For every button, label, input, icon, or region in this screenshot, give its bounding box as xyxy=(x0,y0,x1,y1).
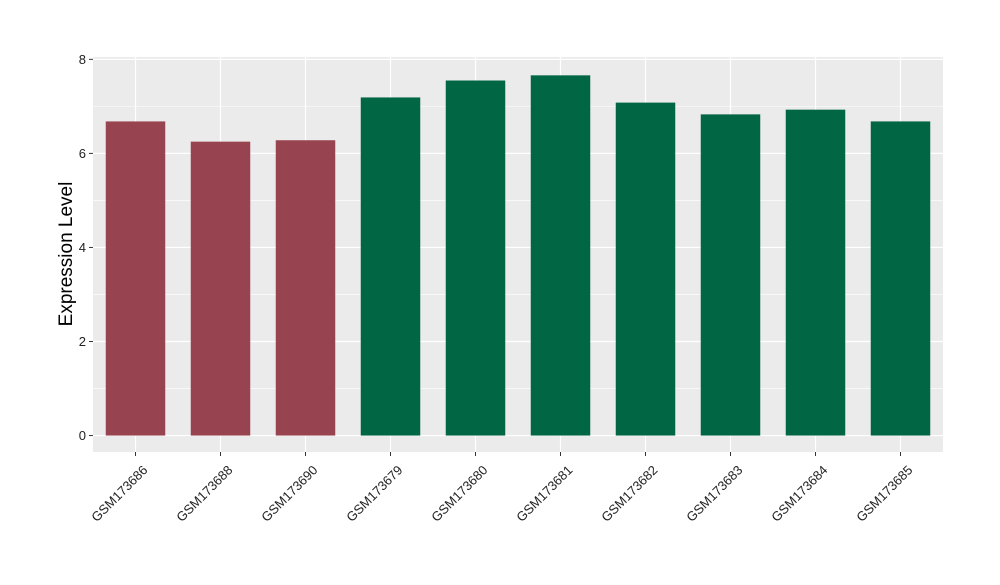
bar-gsm173683 xyxy=(700,114,761,436)
bar-gsm173679 xyxy=(360,97,421,436)
bar-gsm173686 xyxy=(105,121,166,436)
y-tick-label: 2 xyxy=(79,334,86,349)
bar-gsm173680 xyxy=(445,80,506,436)
y-axis-title: Expression Level xyxy=(56,182,77,327)
bar-gsm173685 xyxy=(870,121,931,436)
y-tick-label: 6 xyxy=(79,146,86,161)
y-tick-label: 8 xyxy=(79,52,86,67)
y-tick-label: 0 xyxy=(79,428,86,443)
y-tick-label: 4 xyxy=(79,240,86,255)
bar-gsm173682 xyxy=(615,102,676,436)
bar-gsm173688 xyxy=(190,141,251,436)
bar-gsm173681 xyxy=(530,75,591,436)
bar-gsm173684 xyxy=(785,109,846,436)
bar-gsm173690 xyxy=(275,140,336,436)
y-axis: 0 2 4 6 8 xyxy=(79,52,93,443)
bars xyxy=(105,75,931,436)
